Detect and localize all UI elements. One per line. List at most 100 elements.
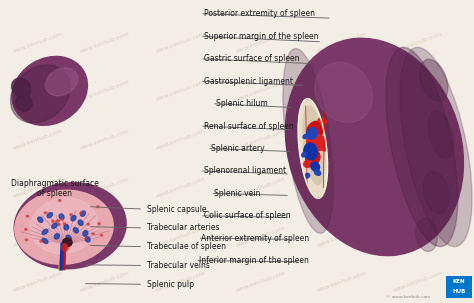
Text: www.kenhub.com: www.kenhub.com (79, 225, 130, 248)
Ellipse shape (305, 173, 310, 178)
Ellipse shape (302, 152, 307, 157)
Text: www.kenhub.com: www.kenhub.com (155, 271, 206, 293)
Text: Gastrosplenic ligament: Gastrosplenic ligament (204, 77, 293, 86)
Ellipse shape (299, 100, 327, 197)
Text: www.kenhub.com: www.kenhub.com (392, 128, 443, 151)
Ellipse shape (61, 218, 64, 220)
Ellipse shape (304, 160, 312, 167)
Text: © www.kenhub.com: © www.kenhub.com (385, 295, 430, 299)
Text: www.kenhub.com: www.kenhub.com (79, 31, 130, 54)
Ellipse shape (400, 47, 472, 247)
Ellipse shape (70, 214, 72, 215)
Text: www.kenhub.com: www.kenhub.com (316, 177, 367, 199)
Ellipse shape (44, 212, 46, 214)
Text: Anterior extremity of spleen: Anterior extremity of spleen (201, 234, 310, 243)
Ellipse shape (46, 68, 78, 96)
Text: KEN: KEN (453, 279, 465, 284)
Ellipse shape (12, 56, 87, 125)
Ellipse shape (315, 62, 373, 122)
Ellipse shape (81, 211, 85, 216)
Ellipse shape (25, 239, 27, 241)
Ellipse shape (98, 223, 100, 225)
Text: Inferior margin of the spleen: Inferior margin of the spleen (199, 256, 309, 265)
Ellipse shape (78, 220, 83, 225)
Ellipse shape (87, 223, 90, 225)
Ellipse shape (97, 206, 99, 208)
Text: Trabecular veins: Trabecular veins (147, 261, 210, 270)
Text: www.kenhub.com: www.kenhub.com (12, 31, 64, 54)
Ellipse shape (15, 95, 32, 111)
Ellipse shape (66, 235, 72, 241)
Ellipse shape (52, 223, 57, 228)
Text: www.kenhub.com: www.kenhub.com (235, 80, 286, 102)
Ellipse shape (428, 111, 454, 159)
Text: Trabeculae of spleen: Trabeculae of spleen (147, 242, 226, 251)
Ellipse shape (318, 118, 327, 124)
Ellipse shape (64, 225, 69, 230)
Ellipse shape (315, 170, 320, 175)
Text: www.kenhub.com: www.kenhub.com (392, 177, 443, 199)
Ellipse shape (386, 47, 458, 247)
Ellipse shape (73, 228, 78, 233)
Ellipse shape (283, 48, 333, 233)
Ellipse shape (64, 223, 66, 225)
Text: www.kenhub.com: www.kenhub.com (392, 80, 443, 102)
Text: www.kenhub.com: www.kenhub.com (316, 271, 367, 293)
Text: www.kenhub.com: www.kenhub.com (155, 128, 206, 151)
Ellipse shape (12, 78, 31, 98)
Ellipse shape (38, 217, 43, 222)
Text: www.kenhub.com: www.kenhub.com (12, 271, 64, 293)
Ellipse shape (55, 221, 58, 222)
Text: www.kenhub.com: www.kenhub.com (235, 31, 286, 54)
Text: Trabecular arteries: Trabecular arteries (147, 223, 219, 232)
Text: www.kenhub.com: www.kenhub.com (392, 271, 443, 293)
Ellipse shape (306, 150, 320, 165)
Text: www.kenhub.com: www.kenhub.com (79, 80, 130, 102)
Ellipse shape (55, 234, 59, 239)
Text: www.kenhub.com: www.kenhub.com (12, 128, 64, 151)
Text: www.kenhub.com: www.kenhub.com (392, 225, 443, 248)
Text: www.kenhub.com: www.kenhub.com (316, 225, 367, 248)
Text: www.kenhub.com: www.kenhub.com (155, 225, 206, 248)
Ellipse shape (42, 229, 48, 234)
Text: Splenic hilum: Splenic hilum (216, 99, 267, 108)
Text: www.kenhub.com: www.kenhub.com (79, 271, 130, 293)
Text: Colic surface of spleen: Colic surface of spleen (204, 211, 291, 220)
Ellipse shape (85, 238, 88, 239)
Text: Splenic vein: Splenic vein (214, 189, 261, 198)
Text: www.kenhub.com: www.kenhub.com (235, 128, 286, 151)
Ellipse shape (85, 237, 90, 242)
Ellipse shape (80, 212, 82, 214)
Text: www.kenhub.com: www.kenhub.com (12, 177, 64, 199)
Ellipse shape (10, 65, 70, 123)
Text: www.kenhub.com: www.kenhub.com (12, 80, 64, 102)
Ellipse shape (30, 198, 98, 254)
Ellipse shape (311, 162, 319, 171)
Ellipse shape (319, 146, 327, 151)
Ellipse shape (416, 218, 438, 251)
Ellipse shape (419, 59, 448, 101)
Ellipse shape (40, 240, 42, 242)
Ellipse shape (285, 38, 464, 256)
Text: www.kenhub.com: www.kenhub.com (392, 31, 443, 54)
Text: www.kenhub.com: www.kenhub.com (79, 128, 130, 151)
Ellipse shape (57, 220, 60, 221)
Text: Splenic artery: Splenic artery (211, 144, 264, 153)
Text: www.kenhub.com: www.kenhub.com (316, 31, 367, 54)
Ellipse shape (303, 106, 325, 185)
FancyBboxPatch shape (446, 276, 472, 298)
Ellipse shape (14, 183, 126, 269)
Text: www.kenhub.com: www.kenhub.com (155, 177, 206, 199)
Text: HUB: HUB (452, 289, 465, 294)
Polygon shape (59, 245, 66, 270)
Text: Diaphragmatic surface
of spleen: Diaphragmatic surface of spleen (10, 179, 99, 198)
Ellipse shape (25, 228, 27, 230)
Ellipse shape (42, 238, 48, 243)
Text: www.kenhub.com: www.kenhub.com (235, 271, 286, 293)
Ellipse shape (15, 190, 113, 264)
Ellipse shape (83, 231, 88, 236)
Ellipse shape (307, 128, 317, 139)
Text: Renal surface of spleen: Renal surface of spleen (204, 122, 293, 131)
Ellipse shape (62, 244, 68, 251)
Ellipse shape (100, 235, 103, 236)
